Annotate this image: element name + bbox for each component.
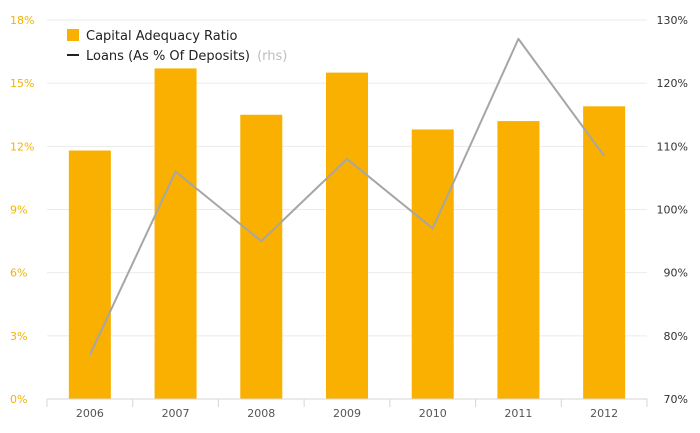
y-right-tick-label: 100% <box>657 204 688 217</box>
legend-line-suffix: (rhs) <box>257 49 287 64</box>
y-right-tick-label: 70% <box>664 393 688 406</box>
x-tick-label: 2006 <box>76 407 104 420</box>
y-left-tick-label: 6% <box>10 267 27 280</box>
legend-swatch-bar <box>67 29 79 41</box>
x-tick-label: 2010 <box>419 407 447 420</box>
legend-label-line: Loans (As % Of Deposits) (rhs) <box>86 49 287 64</box>
y-left-tick-label: 18% <box>10 14 34 27</box>
y-right-tick-label: 80% <box>664 330 688 343</box>
loans-line <box>88 37 605 356</box>
line-series <box>88 37 605 356</box>
x-tick-label: 2011 <box>504 407 532 420</box>
legend-label-bar: Capital Adequacy Ratio <box>86 29 237 44</box>
y-right-tick-label: 110% <box>657 140 688 153</box>
y-left-tick-label: 3% <box>10 330 27 343</box>
x-axis: 2006 2007 2008 2009 2010 2011 2012 <box>46 398 648 420</box>
x-tick-label: 2009 <box>333 407 361 420</box>
left-axis: 0% 3% 6% 9% 12% 15% 18% <box>10 14 34 406</box>
y-left-tick-label: 9% <box>10 204 27 217</box>
y-left-tick-label: 12% <box>10 140 34 153</box>
legend: Capital Adequacy Ratio Loans (As % Of De… <box>67 29 287 64</box>
right-axis: 70% 80% 90% 100% 110% 120% 130% <box>657 14 688 406</box>
y-right-tick-label: 130% <box>657 14 688 27</box>
legend-line-name: Loans (As % Of Deposits) <box>86 49 250 64</box>
x-tick-label: 2007 <box>162 407 190 420</box>
bar <box>240 114 283 399</box>
bar <box>326 72 368 399</box>
y-right-tick-label: 120% <box>657 77 688 90</box>
y-left-tick-label: 0% <box>10 393 27 406</box>
bar-series <box>68 68 626 400</box>
bar <box>68 150 111 399</box>
y-left-tick-label: 15% <box>10 77 34 90</box>
legend-swatch-line <box>67 54 79 56</box>
y-right-tick-label: 90% <box>664 267 688 280</box>
bar <box>583 106 626 400</box>
bar <box>497 121 540 400</box>
x-tick-label: 2012 <box>590 407 618 420</box>
x-tick-label: 2008 <box>247 407 275 420</box>
bar <box>154 68 197 399</box>
bar <box>411 129 454 399</box>
